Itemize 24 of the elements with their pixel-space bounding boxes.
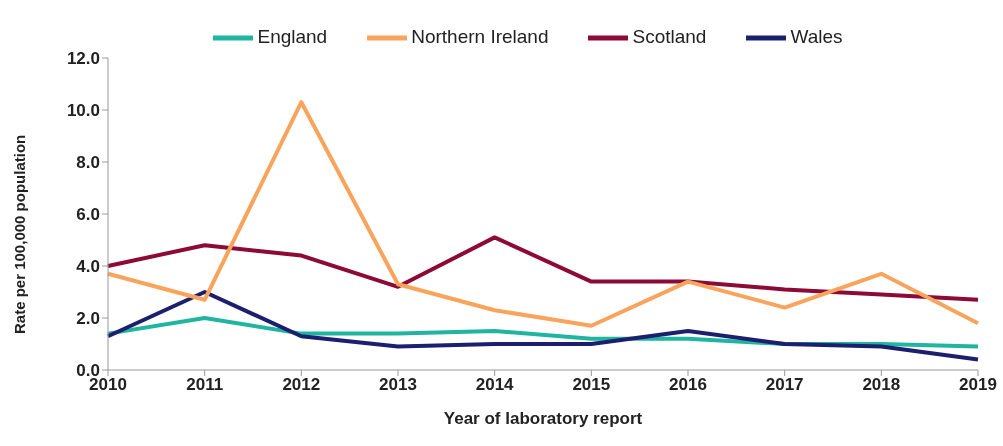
x-tick-label: 2012 [282, 375, 321, 395]
line-series [106, 235, 980, 302]
y-tick-label: 2.0 [76, 309, 100, 329]
x-tick-label: 2015 [572, 375, 611, 395]
y-tick-label: 12.0 [66, 49, 100, 69]
x-tick-label: 2011 [186, 375, 224, 395]
legend-label: Scotland [632, 26, 707, 48]
x-tick-label: 2016 [669, 375, 707, 395]
x-tick-label: 2013 [379, 375, 417, 395]
y-tick-label: 4.0 [76, 257, 100, 277]
y-tick-label: 10.0 [66, 101, 100, 121]
y-tick-label: 6.0 [76, 205, 100, 225]
y-tick-label: 8.0 [76, 153, 100, 173]
y-axis-title: Rate per 100,000 population [11, 134, 29, 334]
line-series [106, 100, 980, 328]
x-tick-label: 2017 [765, 375, 804, 395]
x-tick-label: 2018 [862, 375, 901, 395]
legend-label: Northern Ireland [411, 26, 549, 48]
legend-label: Wales [790, 26, 843, 48]
x-axis-title: Year of laboratory report [443, 409, 643, 429]
legend-label: England [257, 26, 328, 48]
x-tick-label: 2014 [475, 375, 515, 395]
line-series [106, 290, 980, 362]
x-tick-label: 2019 [959, 375, 997, 395]
